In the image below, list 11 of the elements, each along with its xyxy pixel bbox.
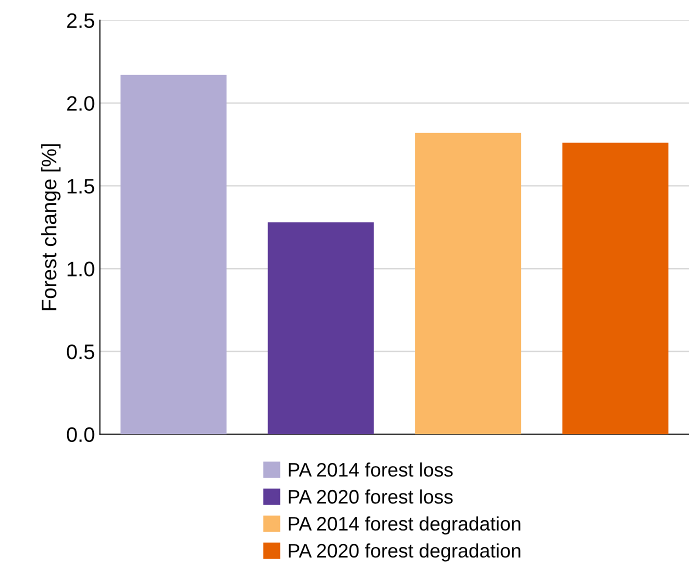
y-tick-label: 1.5 [68, 179, 94, 194]
legend-label: PA 2014 forest degradation [288, 516, 520, 535]
y-tick-label: 1.0 [68, 262, 94, 276]
y-tick-label: 0.5 [66, 344, 94, 360]
legend-label: PA 2020 forest loss [288, 489, 453, 504]
legend-label: PA 2014 forest loss [288, 462, 453, 477]
y-axis-title: Forest change [%] [41, 144, 61, 310]
y-tick-label: 0.0 [66, 427, 94, 442]
y-tick-label: 2.0 [67, 96, 94, 111]
legend-label: PA 2020 forest degradation [288, 543, 520, 562]
y-tick-label: 2.5 [67, 13, 94, 28]
